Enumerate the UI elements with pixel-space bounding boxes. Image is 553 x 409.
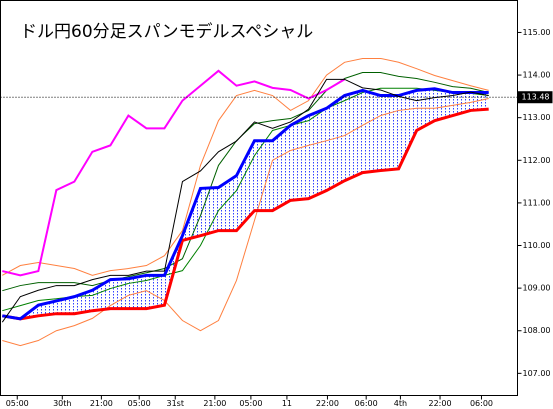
series-line [2, 107, 489, 321]
x-tick-label: 22:00 [316, 399, 339, 408]
x-tick-label: 05:00 [6, 399, 29, 408]
last-price-label: 113.48 [522, 93, 550, 102]
y-tick-label: 108.00 [523, 326, 551, 335]
x-tick-label: 11 [282, 399, 292, 408]
x-tick-label: 06:00 [355, 399, 378, 408]
x-tick-label: 31st [166, 399, 183, 408]
x-tick-label: 22:00 [429, 399, 452, 408]
chart-title: ドル円60分足スパンモデルスペシャル [20, 21, 313, 42]
y-tick-label: 107.00 [523, 369, 551, 378]
y-tick-label: 115.00 [523, 28, 551, 37]
x-tick-label: 30th [53, 399, 71, 408]
y-tick-label: 113.00 [523, 113, 551, 122]
series-line [2, 57, 489, 276]
series-line [1, 78, 489, 323]
y-tick-label: 112.00 [523, 156, 551, 165]
y-tick-label: 111.00 [523, 198, 551, 207]
x-tick-label: 06:00 [470, 399, 493, 408]
x-tick-label: 05:00 [239, 399, 262, 408]
last-price-box [517, 91, 553, 104]
y-tick-label: 110.00 [523, 241, 551, 250]
series-line [2, 87, 489, 312]
series-line [2, 69, 346, 277]
y-tick-label: 114.00 [523, 71, 551, 80]
cloud-fill [2, 88, 489, 319]
series-line [2, 98, 489, 347]
x-tick-label: 21:00 [203, 399, 226, 408]
x-tick-label: 05:00 [128, 399, 151, 408]
x-tick-label: 4th [394, 399, 407, 408]
series-line [2, 87, 489, 321]
y-tick-label: 109.00 [523, 284, 551, 293]
x-tick-label: 21:00 [90, 399, 113, 408]
